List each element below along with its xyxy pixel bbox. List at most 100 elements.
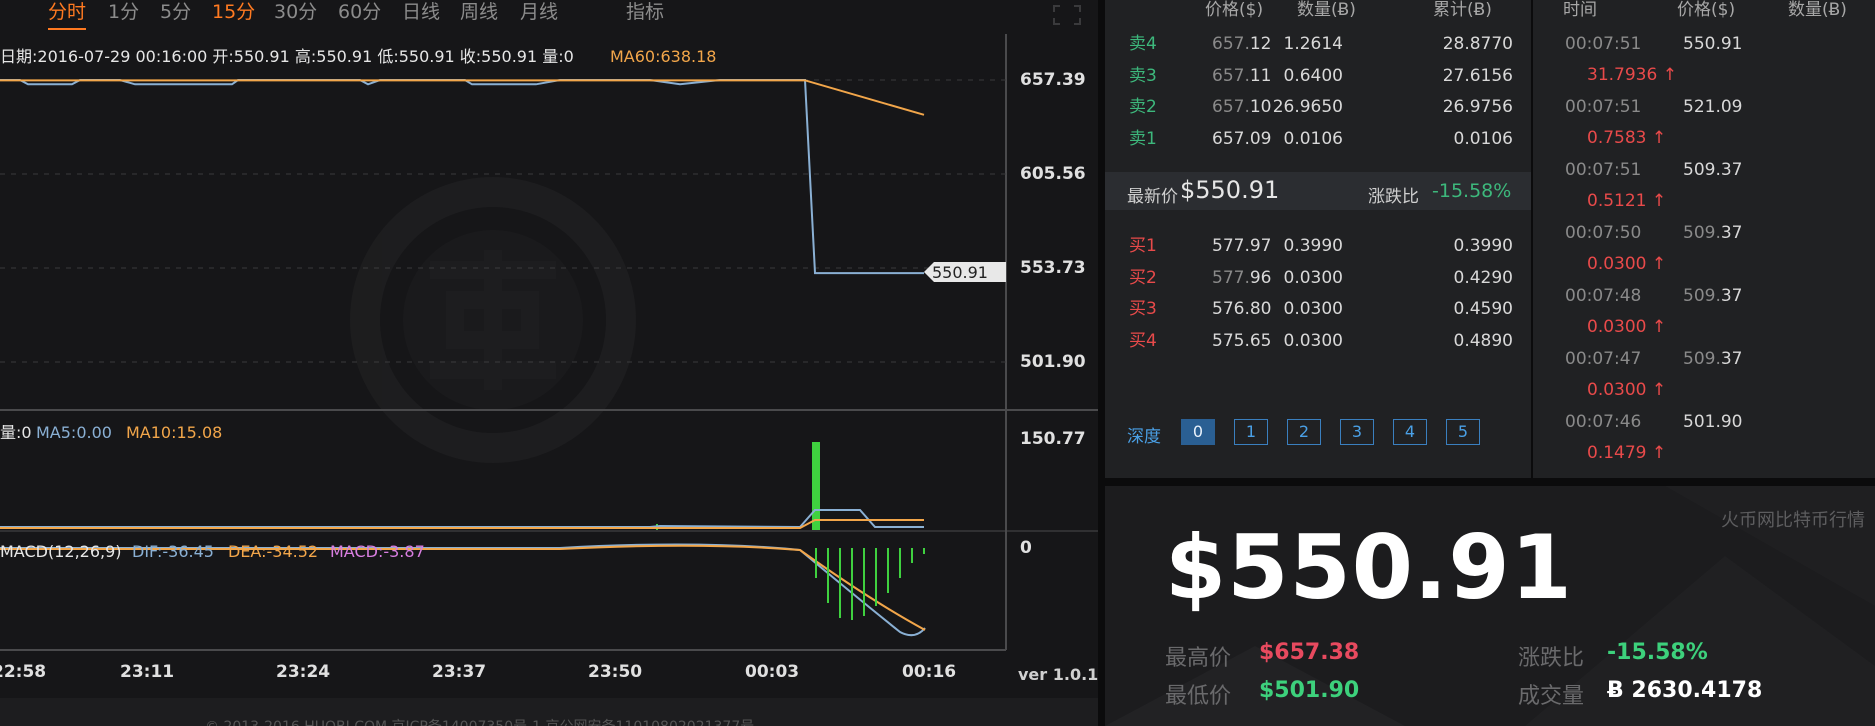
depth-label: 深度 [1127, 427, 1161, 447]
bid-row[interactable]: 买1 577.97 0.3990 0.3990 [1105, 235, 1531, 259]
trade-time: 00:07:46 [1565, 412, 1642, 432]
time-tick-label: 22:58 [0, 662, 46, 682]
macd-value-label: MACD:-3.87 [330, 542, 425, 561]
trade-amount: 0.0300 ↑ [1587, 380, 1667, 400]
depth-option-0[interactable]: 0 [1181, 419, 1215, 445]
ask-row[interactable]: 卖4 657.12 1.2614 28.8770 [1105, 33, 1531, 57]
ask-price: 657.10 [1212, 97, 1272, 117]
high-price-label: 最高价 [1165, 646, 1232, 671]
bid-level-label: 买4 [1129, 330, 1157, 351]
ma60-label: MA60:638.18 [610, 47, 716, 66]
trade-row: 00:07:48 509.37 0.0300 ↑ [1533, 285, 1875, 345]
tab-30min[interactable]: 30分 [274, 1, 318, 23]
recent-trades-panel: 时间 价格($) 数量(Ƀ) 00:07:51 550.91 31.7936 ↑ 00… [1533, 0, 1875, 478]
trades-header-amount: 数量(Ƀ) [1788, 0, 1847, 20]
trade-time: 00:07:47 [1565, 349, 1642, 369]
order-book-panel: 价格($) 数量(Ƀ) 累计(Ƀ) 卖4 657.12 1.2614 28.8770 卖… [1105, 0, 1531, 478]
trade-row: 00:07:47 509.37 0.0300 ↑ [1533, 348, 1875, 408]
trade-row: 00:07:50 509.37 0.0300 ↑ [1533, 222, 1875, 282]
trade-price: 550.91 [1683, 34, 1743, 54]
bid-row[interactable]: 买4 575.65 0.0300 0.4890 [1105, 330, 1531, 354]
svg-text:550.91: 550.91 [932, 263, 988, 282]
ask-level-label: 卖4 [1129, 34, 1157, 54]
tab-weekly[interactable]: 周线 [460, 1, 499, 23]
price-tick-label: 501.90 [1020, 352, 1086, 372]
time-tick-label: 00:16 [902, 662, 956, 682]
trade-time: 00:07:51 [1565, 97, 1642, 117]
depth-option-1[interactable]: 1 [1234, 419, 1268, 445]
tab-15min[interactable]: 15分 [212, 1, 256, 23]
macd-tick-label: 0 [1020, 538, 1032, 558]
tab-daily[interactable]: 日线 [402, 1, 441, 23]
ask-row[interactable]: 卖2 657.10 26.9650 26.9756 [1105, 96, 1531, 120]
ask-price: 657.12 [1212, 34, 1272, 54]
trade-row: 00:07:51 550.91 31.7936 ↑ [1533, 33, 1875, 93]
price-chart-canvas[interactable]: 657.39 605.56 553.73 501.90 150.77 0 550… [0, 0, 1098, 698]
tab-5min[interactable]: 5分 [160, 1, 192, 23]
depth-option-4[interactable]: 4 [1393, 419, 1427, 445]
volume-tick-label: 150.77 [1020, 429, 1086, 449]
change-ratio-value: -15.58% [1432, 180, 1512, 202]
trade-time: 00:07:50 [1565, 223, 1642, 243]
bid-row[interactable]: 买3 576.80 0.0300 0.4590 [1105, 298, 1531, 322]
latest-price-value: $550.91 [1180, 176, 1280, 204]
bid-level-label: 买2 [1129, 267, 1157, 288]
ma10-label: MA10:15.08 [126, 423, 222, 442]
book-header-price: 价格($) [1205, 0, 1264, 20]
trade-amount: 31.7936 ↑ [1587, 65, 1677, 85]
ma5-label: MA5:0.00 [36, 423, 112, 442]
bid-price: 577.96 [1212, 267, 1272, 288]
bid-row[interactable]: 买2 577.96 0.0300 0.4290 [1105, 267, 1531, 291]
tab-60min[interactable]: 60分 [338, 1, 382, 23]
watermark-logo-icon [350, 177, 636, 463]
depth-option-2[interactable]: 2 [1287, 419, 1321, 445]
fullscreen-icon[interactable] [1050, 2, 1084, 28]
bid-cumulative: 0.4290 [1453, 267, 1513, 288]
trade-price: 509.37 [1683, 223, 1743, 243]
tab-1min[interactable]: 1分 [108, 1, 140, 23]
ask-cumulative: 26.9756 [1442, 97, 1513, 117]
price-tick-label: 605.56 [1020, 164, 1086, 184]
trade-row: 00:07:51 509.37 0.5121 ↑ [1533, 159, 1875, 219]
bid-price: 577.97 [1212, 236, 1272, 256]
time-tick-label: 23:24 [276, 662, 330, 682]
tab-timeshare[interactable]: 分时 [48, 0, 87, 30]
bid-quantity: 0.0300 [1283, 299, 1343, 319]
ticker-change-value: -15.58% [1607, 640, 1708, 665]
trade-price: 501.90 [1683, 412, 1743, 432]
high-price-value: $657.38 [1259, 640, 1360, 665]
latest-price-label: 最新价 [1127, 187, 1178, 207]
low-price-value: $501.90 [1259, 678, 1360, 703]
time-tick-label: 00:03 [745, 662, 799, 682]
volume-ma5-line [0, 509, 924, 529]
dif-line [0, 543, 926, 637]
dif-label: DIF:-36.45 [132, 542, 214, 561]
chart-period-tabs: 分时 1分 5分 15分 30分 60分 日线 周线 月线 指标 [0, 0, 1098, 34]
ohlc-info: 日期:2016-07-29 00:16:00 开:550.91 高:550.91… [0, 47, 574, 66]
price-tick-label: 553.73 [1020, 258, 1086, 278]
book-header-qty: 数量(Ƀ) [1297, 0, 1356, 20]
change-ratio-label: 涨跌比 [1368, 187, 1419, 207]
trade-price: 509.37 [1683, 160, 1743, 180]
tab-monthly[interactable]: 月线 [520, 1, 559, 23]
time-tick-label: 23:11 [120, 662, 174, 682]
ask-level-label: 卖3 [1129, 65, 1157, 86]
ask-cumulative: 28.8770 [1442, 34, 1513, 54]
latest-price-bar: 最新价 $550.91 涨跌比 -15.58% [1105, 172, 1531, 210]
tab-indicators[interactable]: 指标 [626, 1, 665, 23]
kline-chart-panel: 分时 1分 5分 15分 30分 60分 日线 周线 月线 指标 [0, 0, 1098, 698]
trades-header-time: 时间 [1563, 0, 1597, 20]
depth-option-5[interactable]: 5 [1446, 419, 1480, 445]
ask-row[interactable]: 卖3 657.11 0.6400 27.6156 [1105, 65, 1531, 89]
ask-row[interactable]: 卖1 657.09 0.0106 0.0106 [1105, 128, 1531, 152]
book-header-total: 累计(Ƀ) [1433, 0, 1492, 20]
ma60-line [0, 79, 925, 116]
bid-cumulative: 0.4590 [1453, 299, 1513, 319]
ticker-background [1105, 486, 1875, 726]
depth-option-3[interactable]: 3 [1340, 419, 1374, 445]
dea-line [0, 544, 926, 631]
price-tick-label: 657.39 [1020, 70, 1086, 90]
ticker-change-label: 涨跌比 [1518, 646, 1585, 671]
ask-level-label: 卖1 [1129, 128, 1157, 149]
trade-price: 521.09 [1683, 97, 1743, 117]
